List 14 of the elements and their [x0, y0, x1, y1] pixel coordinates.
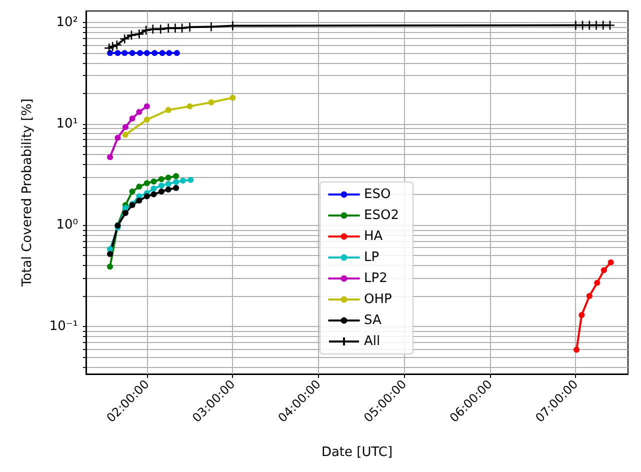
legend-label: LP [364, 250, 380, 265]
legend-label: HA [364, 229, 383, 244]
y-tick-label: 10⁻¹ [49, 319, 78, 334]
y-tick-label: 10² [56, 15, 78, 30]
legend-label: LP2 [364, 271, 388, 286]
y-axis-title: Total Covered Probability [%] [20, 98, 35, 288]
legend-label: SA [364, 313, 382, 328]
y-tick-label: 10¹ [56, 116, 78, 132]
legend-label: OHP [364, 292, 392, 307]
legend-label: ESO2 [364, 208, 399, 223]
legend-label: ESO [364, 187, 391, 202]
legend-label: All [364, 334, 380, 349]
x-axis-title: Date [UTC] [321, 445, 393, 460]
y-tick-label: 10⁰ [56, 218, 78, 233]
